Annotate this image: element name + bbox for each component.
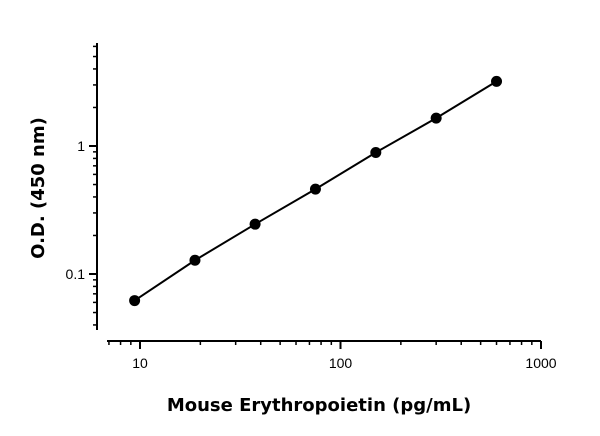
x-axis: 10 100 1000 — [107, 340, 557, 371]
y-tick-label: 0.1 — [66, 266, 86, 282]
plot-area — [129, 75, 503, 307]
data-point — [309, 183, 321, 195]
data-point — [249, 218, 261, 230]
x-tick-label: 100 — [329, 355, 353, 371]
x-tick-label: 10 — [132, 355, 148, 371]
data-point — [189, 254, 201, 266]
y-axis: 0.11 — [66, 43, 98, 330]
data-point — [430, 112, 442, 124]
x-axis-title: Mouse Erythropoietin (pg/mL) — [167, 395, 471, 416]
y-axis-title: O.D. (450 nm) — [28, 117, 49, 259]
x-tick-label: 1000 — [525, 355, 556, 371]
data-point — [491, 75, 503, 87]
y-tick-label: 1 — [77, 138, 85, 154]
data-point — [370, 146, 382, 158]
data-point — [129, 295, 141, 307]
